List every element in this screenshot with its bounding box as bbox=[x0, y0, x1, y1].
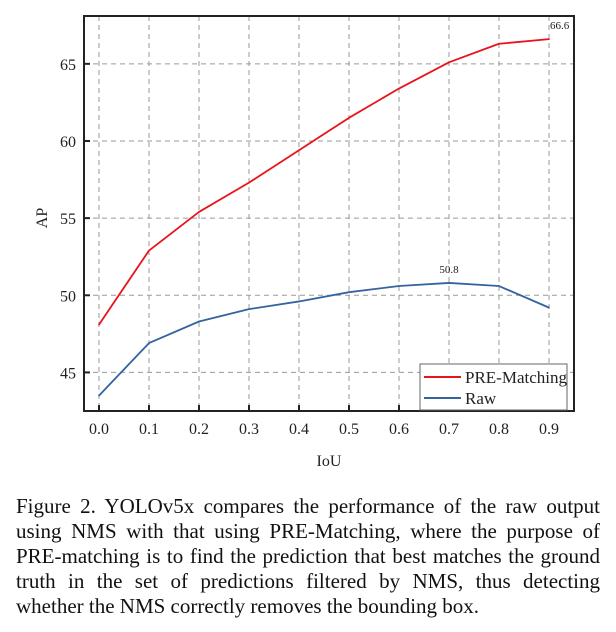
legend-label-raw: Raw bbox=[465, 389, 497, 408]
plot-frame bbox=[83, 15, 575, 412]
data-point-pre-matching bbox=[498, 42, 500, 45]
figure-caption: Figure 2. YOLOv5x compares the performan… bbox=[16, 494, 600, 618]
data-point-raw bbox=[448, 282, 450, 284]
legend: PRE-Matching Raw bbox=[419, 363, 568, 411]
x-tick-label: 0.2 bbox=[189, 421, 209, 438]
y-tick-label: 65 bbox=[60, 57, 76, 74]
x-tick-label: 0.9 bbox=[539, 421, 559, 438]
y-tick-label: 50 bbox=[60, 288, 76, 305]
data-point-raw bbox=[98, 394, 100, 397]
data-point-raw bbox=[398, 285, 400, 287]
data-point-pre-matching bbox=[298, 149, 300, 152]
data-point-pre-matching bbox=[248, 181, 250, 184]
data-point-raw bbox=[548, 306, 550, 309]
y-axis-title: AP bbox=[34, 208, 51, 229]
data-point-raw bbox=[298, 300, 300, 303]
chart: 66.650.8 0.0 0.1 0.2 0.3 0.4 0.5 0.6 0.7 0.8 0.9 … bbox=[34, 15, 575, 470]
data-point-raw bbox=[498, 285, 500, 287]
x-axis-title: IoU bbox=[317, 453, 342, 470]
data-point-pre-matching bbox=[348, 117, 350, 119]
grid bbox=[84, 16, 574, 411]
x-tick-label: 0.1 bbox=[139, 421, 159, 438]
data-labels: 66.6 50.8 bbox=[439, 20, 569, 276]
data-point-pre-matching bbox=[98, 323, 100, 326]
x-tick-label: 0.3 bbox=[239, 421, 259, 438]
x-tick-label: 0.4 bbox=[289, 421, 309, 438]
data-point-pre-matching bbox=[398, 87, 400, 90]
legend-label-pre-matching: PRE-Matching bbox=[465, 368, 567, 387]
series-lines bbox=[98, 38, 550, 397]
data-point-raw bbox=[348, 291, 350, 293]
legend-box bbox=[419, 363, 568, 411]
data-point-raw bbox=[148, 342, 150, 344]
y-tick-label: 60 bbox=[60, 134, 76, 151]
plot-background bbox=[84, 16, 574, 411]
data-label-pre-matching: 66.6 bbox=[550, 20, 570, 32]
x-tick-label: 0.5 bbox=[339, 421, 359, 438]
x-axis: 0.0 0.1 0.2 0.3 0.4 0.5 0.6 0.7 0.8 0.9 bbox=[89, 405, 559, 438]
y-tick-label: 45 bbox=[60, 365, 76, 382]
x-tick-label: 0.0 bbox=[89, 421, 109, 438]
data-point-pre-matching bbox=[448, 61, 450, 64]
data-point-pre-matching bbox=[548, 38, 550, 40]
series-line-raw bbox=[98, 282, 550, 397]
data-point-pre-matching bbox=[148, 249, 150, 252]
data-label-raw: 50.8 bbox=[439, 264, 459, 276]
data-point-raw bbox=[248, 308, 250, 310]
x-tick-label: 0.6 bbox=[389, 421, 409, 438]
series-line-pre-matching bbox=[98, 38, 550, 326]
x-tick-label: 0.7 bbox=[439, 421, 459, 438]
data-point-pre-matching bbox=[198, 211, 200, 213]
y-axis: 45 50 55 60 65 bbox=[60, 57, 90, 382]
y-tick-label: 55 bbox=[60, 211, 76, 228]
x-tick-label: 0.8 bbox=[489, 421, 509, 438]
data-point-raw bbox=[198, 320, 200, 323]
